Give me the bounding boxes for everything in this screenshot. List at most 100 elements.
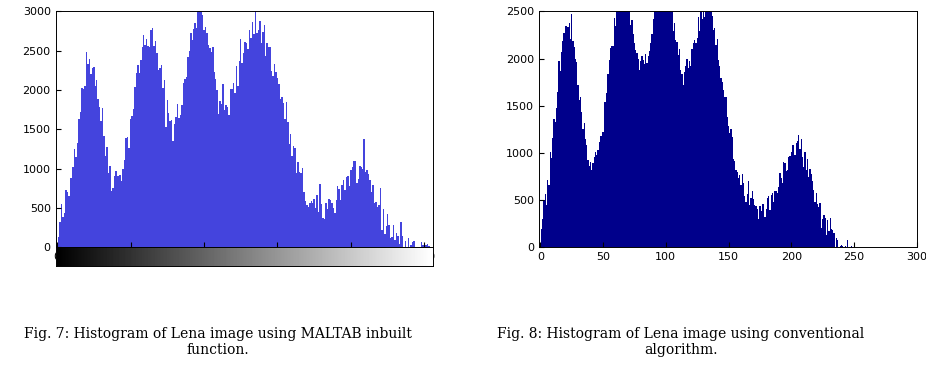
- Bar: [168, 113, 169, 247]
- Bar: [317, 195, 318, 247]
- Bar: [215, 79, 217, 247]
- Bar: [787, 169, 788, 247]
- Bar: [604, 102, 605, 247]
- Bar: [293, 146, 294, 247]
- Bar: [194, 23, 196, 247]
- Bar: [608, 60, 610, 247]
- Bar: [239, 60, 240, 247]
- Bar: [831, 229, 832, 247]
- Bar: [264, 25, 265, 247]
- Bar: [832, 230, 833, 247]
- Bar: [778, 187, 780, 247]
- Bar: [664, 0, 665, 247]
- Bar: [745, 202, 746, 247]
- Bar: [157, 70, 159, 247]
- Bar: [741, 185, 742, 247]
- Bar: [112, 188, 114, 247]
- Bar: [603, 131, 604, 247]
- Bar: [132, 109, 134, 247]
- Bar: [781, 178, 782, 247]
- Bar: [104, 136, 105, 247]
- Bar: [265, 56, 267, 247]
- Bar: [140, 60, 142, 247]
- Bar: [659, 0, 660, 247]
- Bar: [558, 62, 559, 247]
- Bar: [189, 51, 190, 247]
- Bar: [175, 117, 177, 247]
- Bar: [678, 55, 679, 247]
- Bar: [776, 191, 777, 247]
- Bar: [750, 198, 752, 247]
- Bar: [380, 188, 382, 247]
- Bar: [217, 90, 218, 247]
- Bar: [115, 171, 117, 247]
- Bar: [330, 200, 332, 247]
- Bar: [559, 71, 561, 247]
- Bar: [295, 173, 297, 247]
- Bar: [635, 50, 636, 247]
- Bar: [780, 173, 781, 247]
- Bar: [770, 195, 771, 247]
- Bar: [756, 206, 757, 247]
- Bar: [365, 173, 367, 247]
- Bar: [706, 0, 707, 247]
- Bar: [576, 62, 577, 247]
- Bar: [187, 57, 189, 247]
- Bar: [165, 127, 167, 247]
- Bar: [575, 59, 576, 247]
- Bar: [783, 162, 784, 247]
- Bar: [785, 171, 787, 247]
- Bar: [393, 225, 394, 247]
- Bar: [672, 31, 674, 247]
- Bar: [827, 220, 828, 247]
- Bar: [143, 35, 144, 247]
- Bar: [337, 185, 339, 247]
- Bar: [400, 222, 402, 247]
- Bar: [743, 183, 745, 247]
- Bar: [725, 97, 727, 247]
- Bar: [246, 43, 247, 247]
- Bar: [214, 72, 215, 247]
- Bar: [84, 86, 86, 247]
- Bar: [385, 226, 387, 247]
- Bar: [735, 170, 737, 247]
- Bar: [297, 162, 299, 247]
- Bar: [742, 174, 743, 247]
- Bar: [59, 222, 61, 247]
- Bar: [232, 83, 234, 247]
- Bar: [227, 107, 228, 247]
- Bar: [129, 148, 130, 247]
- Bar: [768, 196, 770, 247]
- Bar: [700, 0, 702, 247]
- Bar: [305, 201, 307, 247]
- Bar: [707, 0, 709, 247]
- Bar: [636, 54, 637, 247]
- Bar: [375, 202, 377, 247]
- Bar: [655, 5, 657, 247]
- Bar: [387, 214, 388, 247]
- Bar: [803, 167, 805, 247]
- Bar: [357, 179, 359, 247]
- Bar: [544, 194, 546, 247]
- Bar: [164, 80, 165, 247]
- Bar: [80, 111, 81, 247]
- Bar: [224, 110, 225, 247]
- Bar: [89, 59, 90, 247]
- Bar: [665, 0, 667, 247]
- Bar: [830, 218, 831, 247]
- Bar: [222, 84, 224, 247]
- Bar: [699, 30, 700, 247]
- Bar: [257, 30, 259, 247]
- Bar: [650, 43, 651, 247]
- Bar: [812, 181, 813, 247]
- Bar: [671, 10, 672, 247]
- Bar: [162, 88, 164, 247]
- Bar: [589, 166, 590, 247]
- Bar: [109, 166, 111, 247]
- Bar: [125, 138, 127, 247]
- Bar: [842, 245, 844, 247]
- Bar: [202, 15, 204, 247]
- Bar: [682, 85, 684, 247]
- Bar: [716, 45, 717, 247]
- Bar: [749, 205, 750, 247]
